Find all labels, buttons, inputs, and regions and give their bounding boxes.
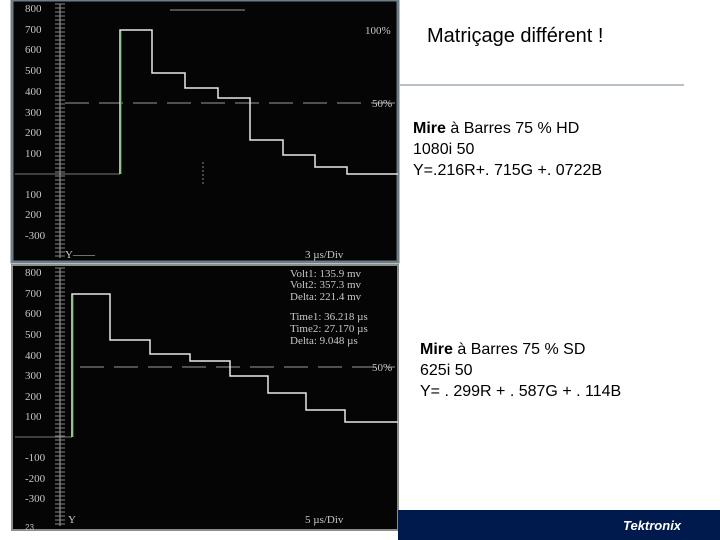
channel: Y <box>68 514 76 526</box>
caption-line: 1080i 50 <box>413 141 474 158</box>
waveform-bottom <box>71 293 398 437</box>
caption-heading: Mire à Barres 75 % HD <box>413 120 579 137</box>
readout: Time2: 27.170 µs <box>290 323 368 335</box>
scale-label: 600 <box>25 44 42 56</box>
caption-rest: à Barres 75 % HD <box>446 120 579 137</box>
scale-label: -200 <box>25 473 46 485</box>
scale-label: 200 <box>25 391 42 403</box>
scale-label: 100 <box>25 148 42 160</box>
caption-line: Y=.216R+. 715G +. 0722B <box>413 162 602 179</box>
scope-top <box>10 0 400 264</box>
scale-label: 500 <box>25 329 42 341</box>
scale-label: -300 <box>25 493 46 505</box>
scale-label: 200 <box>25 209 42 221</box>
logo: Tektronix <box>623 518 682 533</box>
footer-bar <box>398 510 720 540</box>
waveform-top <box>119 29 398 175</box>
marker-50: 50% <box>372 98 392 110</box>
readout: Delta: 221.4 mv <box>290 291 362 303</box>
scale-label: 500 <box>25 65 42 77</box>
marker-50: 50% <box>372 362 392 374</box>
caption-line: 625i 50 <box>420 362 473 379</box>
scale-ticks <box>55 3 65 526</box>
scale-label: 400 <box>25 350 42 362</box>
timebase: 5 µs/Div <box>305 514 344 526</box>
scale-label: -300 <box>25 230 46 242</box>
caption-bold: Mire <box>413 120 446 137</box>
readout: Volt2: 357.3 mv <box>290 279 362 291</box>
marker-100: 100% <box>365 25 391 37</box>
scale-label: 200 <box>25 127 42 139</box>
scale-label: 300 <box>25 370 42 382</box>
scale-label: -100 <box>25 452 46 464</box>
caption-bold: Mire <box>420 341 453 358</box>
caption-line: Y= . 299R + . 587G + . 114B <box>420 383 621 400</box>
scale-label: 100 <box>25 411 42 423</box>
scale-label: 400 <box>25 86 42 98</box>
scale-label: 700 <box>25 288 42 300</box>
caption-heading: Mire à Barres 75 % SD <box>420 341 585 358</box>
scale-label: 800 <box>25 3 42 15</box>
channel: Y—— <box>65 249 96 261</box>
readout: Time1: 36.218 µs <box>290 311 368 323</box>
scale-label: 300 <box>25 107 42 119</box>
slide-title: Matriçage différent ! <box>427 25 603 47</box>
scale-label: 700 <box>25 24 42 36</box>
scope-bottom <box>11 264 399 531</box>
scale-label: 100 <box>25 189 42 201</box>
timebase: 3 µs/Div <box>305 249 344 261</box>
page-number: 23 <box>25 523 34 532</box>
scale-label: 600 <box>25 308 42 320</box>
readout: Volt1: 135.9 mv <box>290 268 362 280</box>
scale-label: 800 <box>25 267 42 279</box>
readout: Delta: 9.048 µs <box>290 335 358 347</box>
caption-rest: à Barres 75 % SD <box>453 341 586 358</box>
